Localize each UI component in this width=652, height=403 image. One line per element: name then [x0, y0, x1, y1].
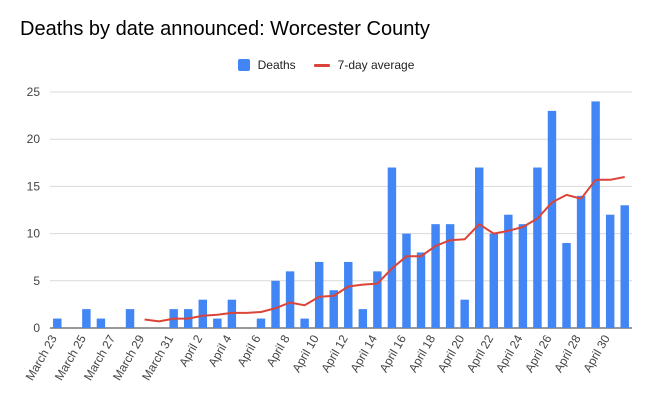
- y-tick-label: 10: [27, 227, 41, 241]
- bar: [213, 318, 222, 328]
- legend-item-deaths[interactable]: Deaths: [237, 58, 296, 72]
- bar: [125, 309, 135, 328]
- x-tick-label: April 12: [318, 332, 351, 375]
- bar: [344, 261, 353, 328]
- bar: [562, 243, 571, 328]
- bar: [460, 299, 469, 328]
- bar: [416, 252, 426, 328]
- legend-label-7-day-average: 7-day average: [337, 58, 415, 72]
- bar: [576, 195, 586, 328]
- line-7-day-average: [144, 176, 625, 323]
- x-tick-label: April 22: [464, 332, 497, 375]
- bar: [53, 318, 62, 328]
- x-tick-label: April 18: [406, 332, 439, 375]
- bar: [431, 224, 440, 328]
- bar: [475, 167, 484, 328]
- x-tick-label: April 2: [176, 332, 205, 369]
- bar: [96, 318, 106, 328]
- bar: [285, 271, 295, 328]
- legend-label-deaths: Deaths: [257, 58, 296, 72]
- bar: [504, 214, 513, 328]
- legend: Deaths 7-day average: [0, 56, 652, 74]
- bar: [271, 280, 280, 328]
- bar: [489, 233, 498, 328]
- legend-swatch-7-day-average: [313, 63, 330, 67]
- x-tick-label: April 24: [493, 332, 526, 375]
- bar: [358, 309, 368, 328]
- x-tick-label: April 16: [377, 332, 410, 375]
- bar: [445, 224, 455, 328]
- legend-item-7-day-average[interactable]: 7-day average: [313, 58, 415, 72]
- bar: [518, 224, 528, 328]
- x-tick-label: April 14: [348, 332, 381, 375]
- x-tick-label: April 30: [580, 332, 613, 375]
- bar: [387, 167, 397, 328]
- bar: [605, 214, 615, 328]
- x-tick-label: April 26: [522, 332, 555, 375]
- bar: [620, 205, 629, 328]
- x-tick-label: April 10: [289, 332, 322, 375]
- legend-swatch-deaths: [237, 59, 250, 71]
- bar: [373, 271, 382, 328]
- bar: [256, 318, 266, 328]
- bar: [300, 318, 309, 328]
- y-tick-label: 20: [27, 132, 41, 146]
- x-tick-label: April 6: [234, 332, 263, 369]
- bar: [533, 167, 542, 328]
- chart-title: Deaths by date announced: Worcester Coun…: [20, 18, 430, 40]
- x-tick-label: April 4: [205, 332, 234, 369]
- y-tick-label: 5: [33, 274, 40, 288]
- bar: [547, 110, 557, 328]
- bar: [402, 233, 411, 328]
- x-tick-label: April 28: [551, 332, 584, 375]
- bar: [329, 290, 338, 328]
- x-tick-label: April 20: [435, 332, 468, 375]
- y-tick-label: 25: [27, 85, 41, 99]
- bar: [198, 299, 207, 328]
- y-tick-label: 15: [27, 179, 41, 193]
- bar: [591, 101, 600, 328]
- bar: [314, 261, 324, 328]
- x-tick-label: April 8: [264, 332, 293, 369]
- y-tick-label: 0: [33, 321, 40, 335]
- bar: [82, 309, 91, 328]
